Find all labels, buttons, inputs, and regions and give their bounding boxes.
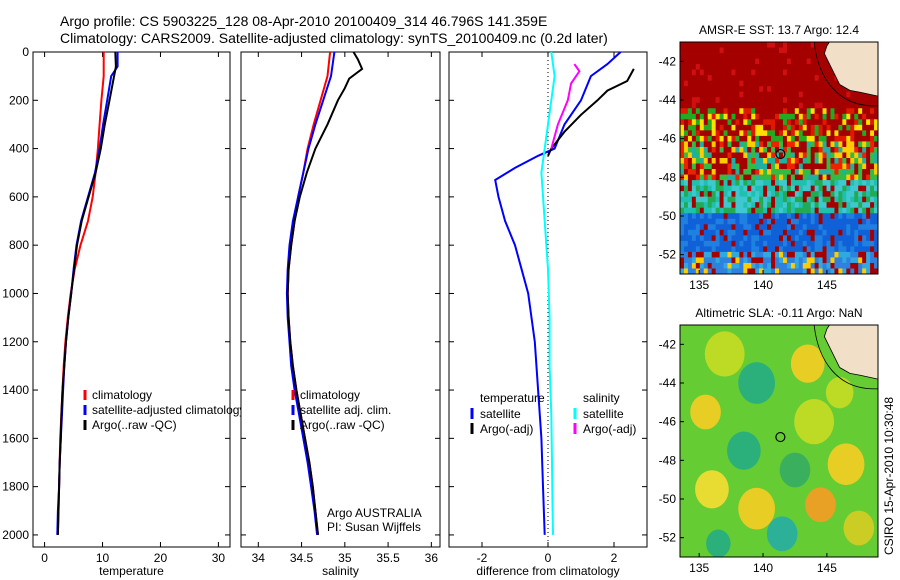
map-title: AMSR-E SST: 13.7 Argo: 12.4	[699, 23, 859, 37]
y-tick-label: 2000	[2, 528, 29, 542]
x-axis-label: salinity	[322, 564, 359, 578]
series-line-argo--adj-	[547, 68, 635, 157]
x-tick-label: 140	[753, 561, 773, 575]
legend-entry: satellite-adjusted climatology	[92, 403, 245, 417]
x-tick-label: 0	[545, 551, 552, 565]
plot-frame	[32, 51, 231, 548]
heatmap-blob	[706, 529, 731, 558]
y-tick-label: 1800	[2, 480, 29, 494]
header-line2: Climatology: CARS2009. Satellite-adjuste…	[60, 30, 608, 46]
x-tick-label: 30	[212, 551, 226, 565]
y-tick-label: 1200	[2, 335, 29, 349]
heatmap-blob	[690, 394, 721, 430]
credit-line1: Argo AUSTRALIA	[327, 506, 422, 520]
legend-header: temperature	[480, 391, 545, 405]
y-tick-label: -44	[659, 93, 677, 107]
side-timestamp-label: CSIRO 15-Apr-2010 10:30:48	[882, 397, 896, 555]
legend-entry: climatology	[300, 388, 360, 402]
x-tick-label: 36	[425, 551, 439, 565]
x-tick-label: 34	[252, 551, 266, 565]
y-tick-label: -50	[659, 209, 677, 223]
series-line-satellite	[540, 51, 556, 535]
y-tick-label: 1400	[2, 383, 29, 397]
legend-entry: Argo(..raw -QC)	[92, 418, 177, 432]
legend-entry: Argo(-adj)	[583, 422, 636, 436]
series-line-argo--adj-	[550, 63, 581, 149]
credit-line2: PI: Susan Wijffels	[327, 520, 421, 534]
heatmap-blob	[766, 516, 798, 552]
y-tick-label: 1000	[2, 286, 29, 300]
x-tick-label: 135	[689, 561, 709, 575]
map-frame	[679, 41, 879, 275]
salinity-plot: 34 34.5 35 35.5 36 salinity climatologysatelli…	[240, 51, 441, 578]
series-line-argo---raw--qc-	[56, 51, 117, 535]
legend-header: salinity	[583, 391, 620, 405]
x-tick-label: 2	[611, 551, 618, 565]
legend-entry: satellite	[480, 407, 521, 421]
y-tick-label: 1600	[2, 431, 29, 445]
x-tick-label: 145	[817, 561, 837, 575]
heatmap-blob	[738, 487, 776, 530]
heatmap-blob	[704, 331, 745, 377]
y-tick-label: -52	[659, 531, 677, 545]
argo-marker	[775, 431, 786, 443]
y-tick-label: -42	[659, 337, 677, 351]
x-axis-label: difference from climatology	[476, 564, 619, 578]
map-frame	[679, 324, 879, 558]
heatmap-blob	[825, 377, 854, 409]
y-tick-label: 0	[22, 45, 29, 59]
y-tick-label: -42	[659, 54, 677, 68]
x-tick-label: 145	[817, 278, 837, 292]
sla-map: 135 140 145 -42 -44 -46 -48 -50 -52 Altimetric SL…	[659, 306, 879, 575]
y-tick-label: -46	[659, 415, 677, 429]
y-tick-label: 400	[9, 142, 29, 156]
sst-map: 135 140 145 -42 -44 -46 -48 -50 -52 AMSR-E SST: 1…	[659, 23, 879, 292]
x-tick-label: 35.5	[376, 551, 400, 565]
heatmap-blob	[779, 452, 811, 488]
x-tick-label: 140	[753, 278, 773, 292]
heatmap-blob	[827, 443, 865, 486]
heatmap-blob	[790, 344, 825, 383]
x-tick-label: 35	[338, 551, 352, 565]
heatmap-blob	[843, 510, 875, 546]
x-tick-label: 10	[96, 551, 110, 565]
y-tick-label: -48	[659, 453, 677, 467]
x-tick-label: 20	[154, 551, 168, 565]
plot-frame	[240, 51, 441, 548]
heatmap-blob	[695, 470, 729, 509]
bathymetry-contour	[813, 41, 879, 107]
heatmap-blob	[738, 362, 776, 404]
x-tick-label: 135	[689, 278, 709, 292]
x-axis-label: temperature	[99, 564, 164, 578]
legend-entry: climatology	[92, 388, 152, 402]
series-line-argo---raw--qc-	[286, 51, 364, 536]
header-line1: Argo profile: CS 5903225_128 08-Apr-2010…	[60, 13, 547, 29]
x-tick-label: 0	[41, 551, 48, 565]
legend-entry: satellite adj. clim.	[300, 403, 391, 417]
y-tick-label: -50	[659, 492, 677, 506]
x-tick-label: -2	[477, 551, 488, 565]
series-line-satellite	[494, 51, 622, 535]
legend-entry: satellite	[583, 407, 624, 421]
temperature-plot: 0 10 20 30 0 200 400 600 800 1000 1200 1400 1600 1800…	[2, 45, 245, 578]
bathymetry-contour	[813, 324, 879, 390]
y-tick-label: -44	[659, 376, 677, 390]
legend-entry: Argo(..raw -QC)	[300, 418, 385, 432]
argo-marker	[775, 148, 786, 160]
y-tick-label: 200	[9, 93, 29, 107]
y-tick-label: -52	[659, 248, 677, 262]
heatmap-blob	[805, 487, 836, 523]
legend-entry: Argo(-adj)	[480, 422, 533, 436]
y-tick-label: -48	[659, 170, 677, 184]
heatmap-blob	[794, 399, 835, 445]
y-tick-label: 600	[9, 190, 29, 204]
y-tick-label: -46	[659, 132, 677, 146]
y-tick-label: 800	[9, 238, 29, 252]
map-title: Altimetric SLA: -0.11 Argo: NaN	[695, 306, 862, 320]
heatmap-blob	[727, 431, 761, 470]
x-tick-label: 34.5	[290, 551, 314, 565]
